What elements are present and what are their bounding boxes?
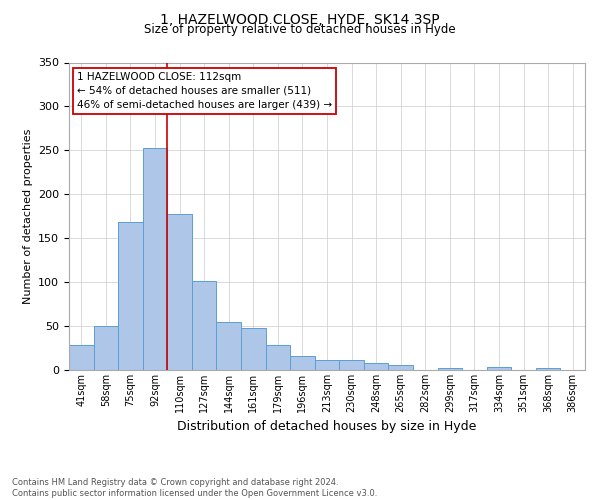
Bar: [339, 360, 364, 370]
Bar: [487, 368, 511, 370]
Bar: [143, 148, 167, 370]
Bar: [266, 344, 290, 370]
Bar: [192, 282, 217, 370]
Bar: [69, 344, 94, 370]
Bar: [290, 356, 315, 370]
Text: Contains HM Land Registry data © Crown copyright and database right 2024.
Contai: Contains HM Land Registry data © Crown c…: [12, 478, 377, 498]
Bar: [241, 328, 266, 370]
Bar: [217, 322, 241, 370]
Text: 1, HAZELWOOD CLOSE, HYDE, SK14 3SP: 1, HAZELWOOD CLOSE, HYDE, SK14 3SP: [160, 12, 440, 26]
Text: Size of property relative to detached houses in Hyde: Size of property relative to detached ho…: [144, 22, 456, 36]
Bar: [388, 364, 413, 370]
Bar: [315, 360, 339, 370]
X-axis label: Distribution of detached houses by size in Hyde: Distribution of detached houses by size …: [178, 420, 476, 434]
Bar: [94, 326, 118, 370]
Bar: [167, 214, 192, 370]
Bar: [536, 368, 560, 370]
Text: 1 HAZELWOOD CLOSE: 112sqm
← 54% of detached houses are smaller (511)
46% of semi: 1 HAZELWOOD CLOSE: 112sqm ← 54% of detac…: [77, 72, 332, 110]
Bar: [364, 363, 388, 370]
Y-axis label: Number of detached properties: Number of detached properties: [23, 128, 32, 304]
Bar: [437, 368, 462, 370]
Bar: [118, 222, 143, 370]
